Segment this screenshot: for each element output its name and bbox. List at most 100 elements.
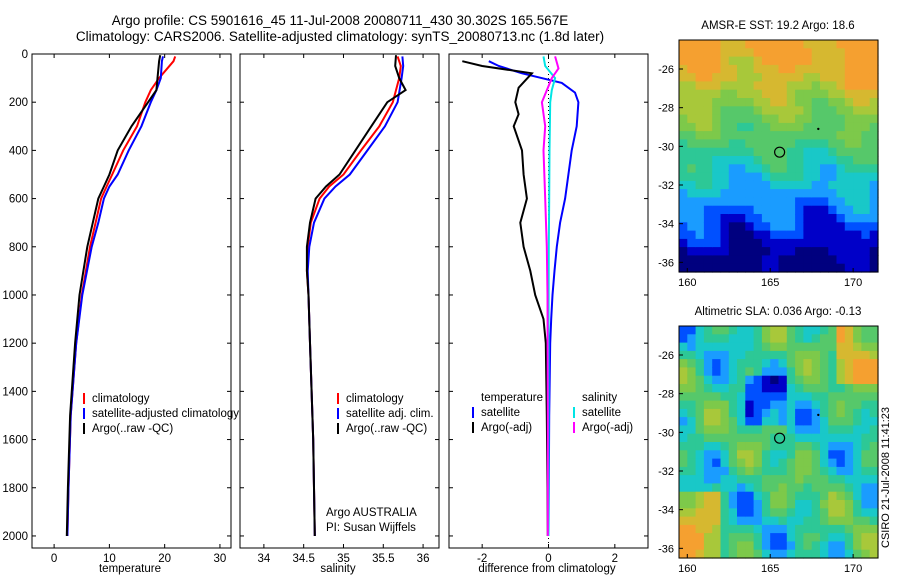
map-cell xyxy=(778,164,788,174)
map-cell xyxy=(720,48,730,58)
map-cell xyxy=(861,450,871,460)
map-cell xyxy=(778,433,788,443)
map-cell xyxy=(770,214,780,223)
map-cell xyxy=(844,122,854,132)
map-cell xyxy=(836,98,846,107)
map-cell xyxy=(786,491,796,501)
map-cell xyxy=(687,64,697,74)
map-cell xyxy=(803,442,813,451)
map-cell xyxy=(720,205,730,215)
map-cell xyxy=(728,524,738,534)
map-cell xyxy=(737,263,746,273)
map-cell xyxy=(828,263,838,273)
map-cell xyxy=(737,189,746,198)
map-cell xyxy=(803,247,813,256)
map-cell xyxy=(720,408,730,418)
map-cell xyxy=(869,247,879,256)
map-cell xyxy=(737,164,746,174)
map-cell xyxy=(687,255,697,265)
legend-label: climatology xyxy=(92,393,150,405)
map-cell xyxy=(820,214,829,223)
map-cell xyxy=(836,433,846,443)
map-cell xyxy=(778,549,788,559)
map-cell xyxy=(836,425,846,435)
map-cell xyxy=(869,367,879,377)
legend-label: Argo(..raw -QC) xyxy=(346,423,427,435)
map-cell xyxy=(861,89,871,99)
map-cell xyxy=(836,408,846,418)
map-cell xyxy=(753,131,763,140)
map-cell xyxy=(820,139,829,149)
map-cell xyxy=(720,180,730,190)
map-cell xyxy=(795,147,804,157)
map-cell xyxy=(712,40,722,49)
map-cell xyxy=(820,516,829,526)
map-cell xyxy=(861,73,871,82)
map-cell xyxy=(795,114,804,124)
map-cell xyxy=(728,508,738,518)
map-cell xyxy=(836,392,846,402)
map-ytick-label: -34 xyxy=(658,505,674,517)
map-cell xyxy=(803,131,813,140)
map-cell xyxy=(786,483,796,493)
xtick-label: 34 xyxy=(257,553,270,565)
map-cell xyxy=(778,458,788,468)
map-cell xyxy=(778,156,788,165)
map-cell xyxy=(820,114,829,124)
map-cell xyxy=(811,359,821,368)
map-cell xyxy=(861,500,871,509)
map-cell xyxy=(853,359,862,368)
map-cell xyxy=(728,122,738,132)
map-cell xyxy=(753,500,763,509)
map-cell xyxy=(770,384,780,393)
map-cell xyxy=(712,458,722,468)
map-cell xyxy=(770,222,780,232)
map-cell xyxy=(753,122,763,132)
map-cell xyxy=(795,197,804,207)
map-cell xyxy=(811,392,821,402)
map-cell xyxy=(695,450,705,460)
map-cell xyxy=(811,549,821,559)
map-cell xyxy=(761,89,771,99)
map-cell xyxy=(770,114,780,124)
map-cell xyxy=(861,433,871,443)
map-cell xyxy=(695,189,705,198)
map-cell xyxy=(761,156,771,165)
map-cell xyxy=(687,106,697,116)
map-cell xyxy=(687,367,697,377)
map-cell xyxy=(770,230,780,240)
map-cell xyxy=(820,164,829,174)
map-cell xyxy=(712,500,722,509)
map-cell xyxy=(761,56,771,66)
map-cell xyxy=(679,433,688,443)
map-cell xyxy=(844,433,854,443)
map-cell xyxy=(853,334,862,344)
map-cell xyxy=(679,359,688,368)
legend-label: satellite-adjusted climatology xyxy=(92,408,239,420)
map-cell xyxy=(836,172,846,182)
map-cell xyxy=(703,417,713,426)
map-cell xyxy=(828,189,838,198)
map-cell xyxy=(745,48,755,58)
map-cell xyxy=(811,114,821,124)
map-cell xyxy=(753,524,763,534)
map-cell xyxy=(836,400,846,410)
map-cell xyxy=(786,408,796,418)
map-cell xyxy=(720,491,730,501)
map-cell xyxy=(811,89,821,99)
map-cell xyxy=(745,367,755,377)
map-cell xyxy=(679,89,688,99)
map-cell xyxy=(844,384,854,393)
legend-group-title: temperature xyxy=(481,392,543,404)
map-cell xyxy=(761,247,771,256)
map-cell xyxy=(820,466,829,476)
map-cell xyxy=(687,131,697,140)
map-cell xyxy=(811,350,821,360)
map-cell xyxy=(828,342,838,352)
map-cell xyxy=(770,326,780,335)
map-cell xyxy=(869,342,879,352)
map-cell xyxy=(811,466,821,476)
map-cell xyxy=(836,81,846,91)
map-cell xyxy=(745,458,755,468)
map-cell xyxy=(828,475,838,484)
